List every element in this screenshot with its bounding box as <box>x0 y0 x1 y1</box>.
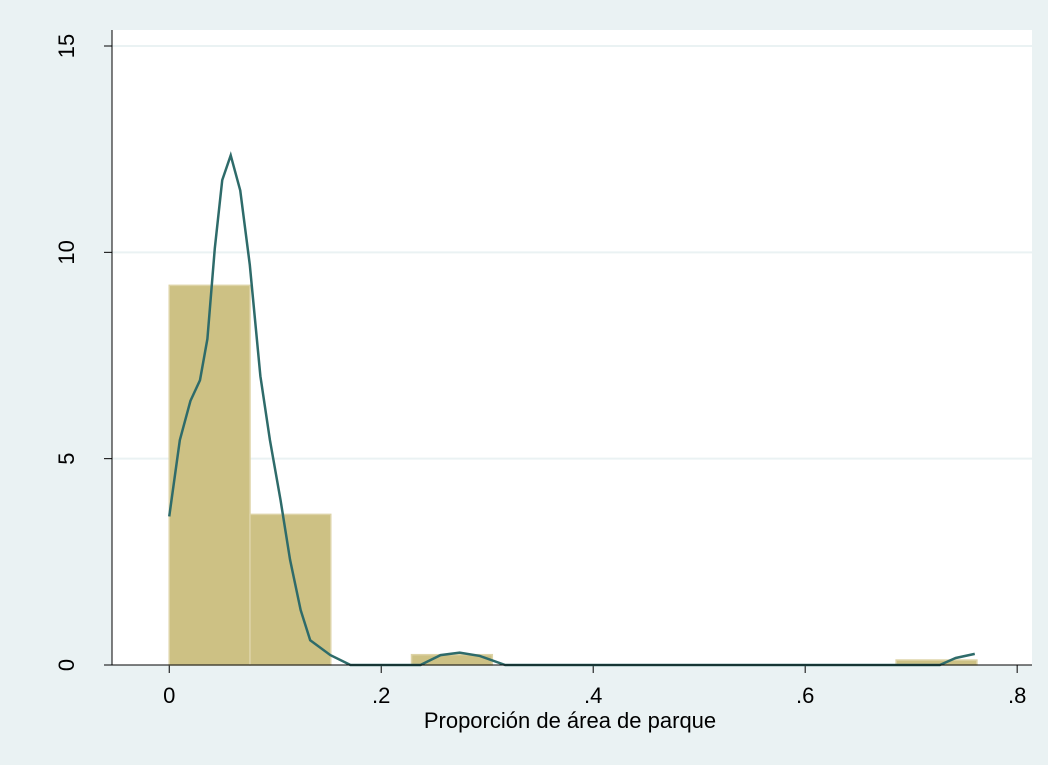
x-tick-label: 0 <box>163 683 175 708</box>
y-tick-label: 15 <box>54 34 79 58</box>
y-tick-label: 0 <box>54 659 79 671</box>
y-tick-label: 5 <box>54 453 79 465</box>
y-tick-label: 10 <box>54 240 79 264</box>
x-axis-title: Proporción de área de parque <box>424 708 716 733</box>
x-tick-label: .6 <box>796 683 814 708</box>
x-tick-label: .2 <box>372 683 390 708</box>
density-line <box>167 151 976 667</box>
histogram-bar <box>249 513 332 666</box>
x-tick-label: .4 <box>584 683 602 708</box>
x-tick-label: .8 <box>1008 683 1026 708</box>
histogram-bar <box>168 284 251 666</box>
